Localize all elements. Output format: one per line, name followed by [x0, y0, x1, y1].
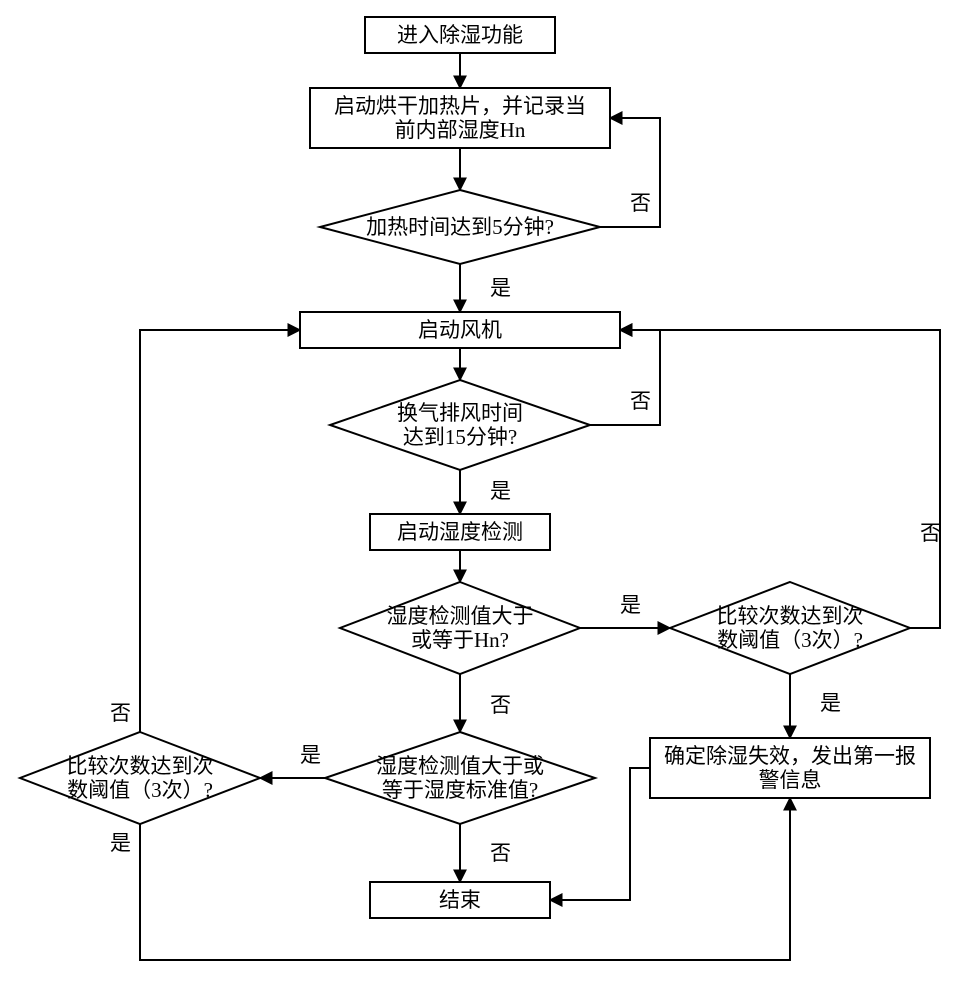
edge-label-2: 是 — [490, 276, 511, 300]
node-n8: 比较次数达到次数阈值（3次）? — [670, 582, 910, 674]
edge-label-9: 否 — [490, 693, 511, 717]
node-n12: 结束 — [370, 882, 550, 918]
node-text-n6-0: 启动湿度检测 — [397, 520, 523, 544]
node-text-n8-1: 数阈值（3次）? — [717, 628, 863, 652]
node-text-n11-1: 警信息 — [759, 768, 822, 792]
edge-n10-n4 — [140, 330, 300, 732]
node-text-n9-0: 湿度检测值大于或 — [376, 754, 544, 778]
node-text-n12-0: 结束 — [439, 888, 481, 912]
edge-label-6: 否 — [630, 389, 651, 413]
edge-n8-n4 — [620, 330, 940, 628]
node-text-n7-0: 湿度检测值大于 — [387, 604, 534, 628]
node-n9: 湿度检测值大于或等于湿度标准值? — [325, 732, 595, 824]
node-text-n2-0: 启动烘干加热片，并记录当 — [334, 94, 586, 118]
node-n4: 启动风机 — [300, 312, 620, 348]
node-text-n5-0: 换气排风时间 — [397, 401, 523, 425]
node-text-n4-0: 启动风机 — [418, 318, 502, 342]
node-n10: 比较次数达到次数阈值（3次）? — [20, 732, 260, 824]
node-n6: 启动湿度检测 — [370, 514, 550, 550]
node-n3: 加热时间达到5分钟? — [320, 190, 600, 264]
edge-label-8: 是 — [620, 593, 641, 617]
node-n7: 湿度检测值大于或等于Hn? — [340, 582, 580, 674]
node-text-n7-1: 或等于Hn? — [411, 628, 509, 652]
edge-label-12: 是 — [300, 743, 321, 767]
edge-label-10: 否 — [920, 521, 941, 545]
node-n1: 进入除湿功能 — [365, 17, 555, 53]
edge-label-14: 否 — [110, 701, 131, 725]
edge-label-13: 否 — [490, 841, 511, 865]
node-text-n10-0: 比较次数达到次 — [67, 754, 214, 778]
node-text-n5-1: 达到15分钟? — [403, 425, 517, 449]
node-text-n11-0: 确定除湿失效，发出第一报 — [664, 744, 916, 768]
node-text-n1-0: 进入除湿功能 — [397, 23, 523, 47]
node-text-n3-0: 加热时间达到5分钟? — [366, 215, 554, 239]
edge-label-3: 否 — [630, 191, 651, 215]
node-text-n10-1: 数阈值（3次）? — [67, 778, 213, 802]
node-n11: 确定除湿失效，发出第一报警信息 — [650, 738, 930, 798]
node-text-n8-0: 比较次数达到次 — [717, 604, 864, 628]
edge-label-11: 是 — [820, 691, 841, 715]
node-text-n2-1: 前内部湿度Hn — [395, 118, 526, 142]
node-n5: 换气排风时间达到15分钟? — [330, 380, 590, 470]
edge-label-15: 是 — [110, 831, 131, 855]
node-n2: 启动烘干加热片，并记录当前内部湿度Hn — [310, 88, 610, 148]
edge-label-5: 是 — [490, 479, 511, 503]
node-text-n9-1: 等于湿度标准值? — [382, 778, 538, 802]
